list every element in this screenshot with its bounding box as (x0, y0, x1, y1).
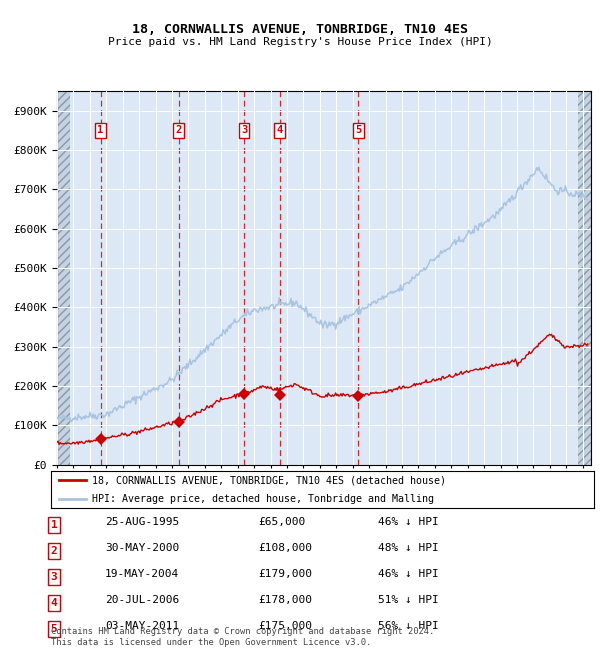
Text: 4: 4 (277, 125, 283, 135)
Text: Price paid vs. HM Land Registry's House Price Index (HPI): Price paid vs. HM Land Registry's House … (107, 37, 493, 47)
Text: 1: 1 (97, 125, 104, 135)
Text: 30-MAY-2000: 30-MAY-2000 (105, 543, 179, 552)
Text: £178,000: £178,000 (258, 595, 312, 604)
Text: 20-JUL-2006: 20-JUL-2006 (105, 595, 179, 604)
Text: 51% ↓ HPI: 51% ↓ HPI (378, 595, 439, 604)
Bar (57, 91, 70, 465)
Text: 2: 2 (176, 125, 182, 135)
Text: 3: 3 (241, 125, 247, 135)
Text: 56% ↓ HPI: 56% ↓ HPI (378, 621, 439, 630)
Text: 1: 1 (50, 520, 58, 530)
Text: 46% ↓ HPI: 46% ↓ HPI (378, 569, 439, 578)
Text: 18, CORNWALLIS AVENUE, TONBRIDGE, TN10 4ES (detached house): 18, CORNWALLIS AVENUE, TONBRIDGE, TN10 4… (92, 475, 446, 486)
Bar (57, 91, 70, 465)
Text: 46% ↓ HPI: 46% ↓ HPI (378, 517, 439, 526)
Text: HPI: Average price, detached house, Tonbridge and Malling: HPI: Average price, detached house, Tonb… (92, 494, 434, 504)
Text: £65,000: £65,000 (258, 517, 305, 526)
Text: 2: 2 (50, 546, 58, 556)
Text: £179,000: £179,000 (258, 569, 312, 578)
Text: 19-MAY-2004: 19-MAY-2004 (105, 569, 179, 578)
Text: £175,000: £175,000 (258, 621, 312, 630)
Text: £108,000: £108,000 (258, 543, 312, 552)
Text: Contains HM Land Registry data © Crown copyright and database right 2024.
This d: Contains HM Land Registry data © Crown c… (51, 627, 434, 647)
Text: 4: 4 (50, 598, 58, 608)
Text: 48% ↓ HPI: 48% ↓ HPI (378, 543, 439, 552)
Text: 03-MAY-2011: 03-MAY-2011 (105, 621, 179, 630)
Text: 5: 5 (50, 624, 58, 634)
Text: 18, CORNWALLIS AVENUE, TONBRIDGE, TN10 4ES: 18, CORNWALLIS AVENUE, TONBRIDGE, TN10 4… (132, 23, 468, 36)
Bar (578, 91, 591, 465)
Bar (578, 91, 591, 465)
Text: 25-AUG-1995: 25-AUG-1995 (105, 517, 179, 526)
Text: 5: 5 (355, 125, 361, 135)
Text: 3: 3 (50, 572, 58, 582)
